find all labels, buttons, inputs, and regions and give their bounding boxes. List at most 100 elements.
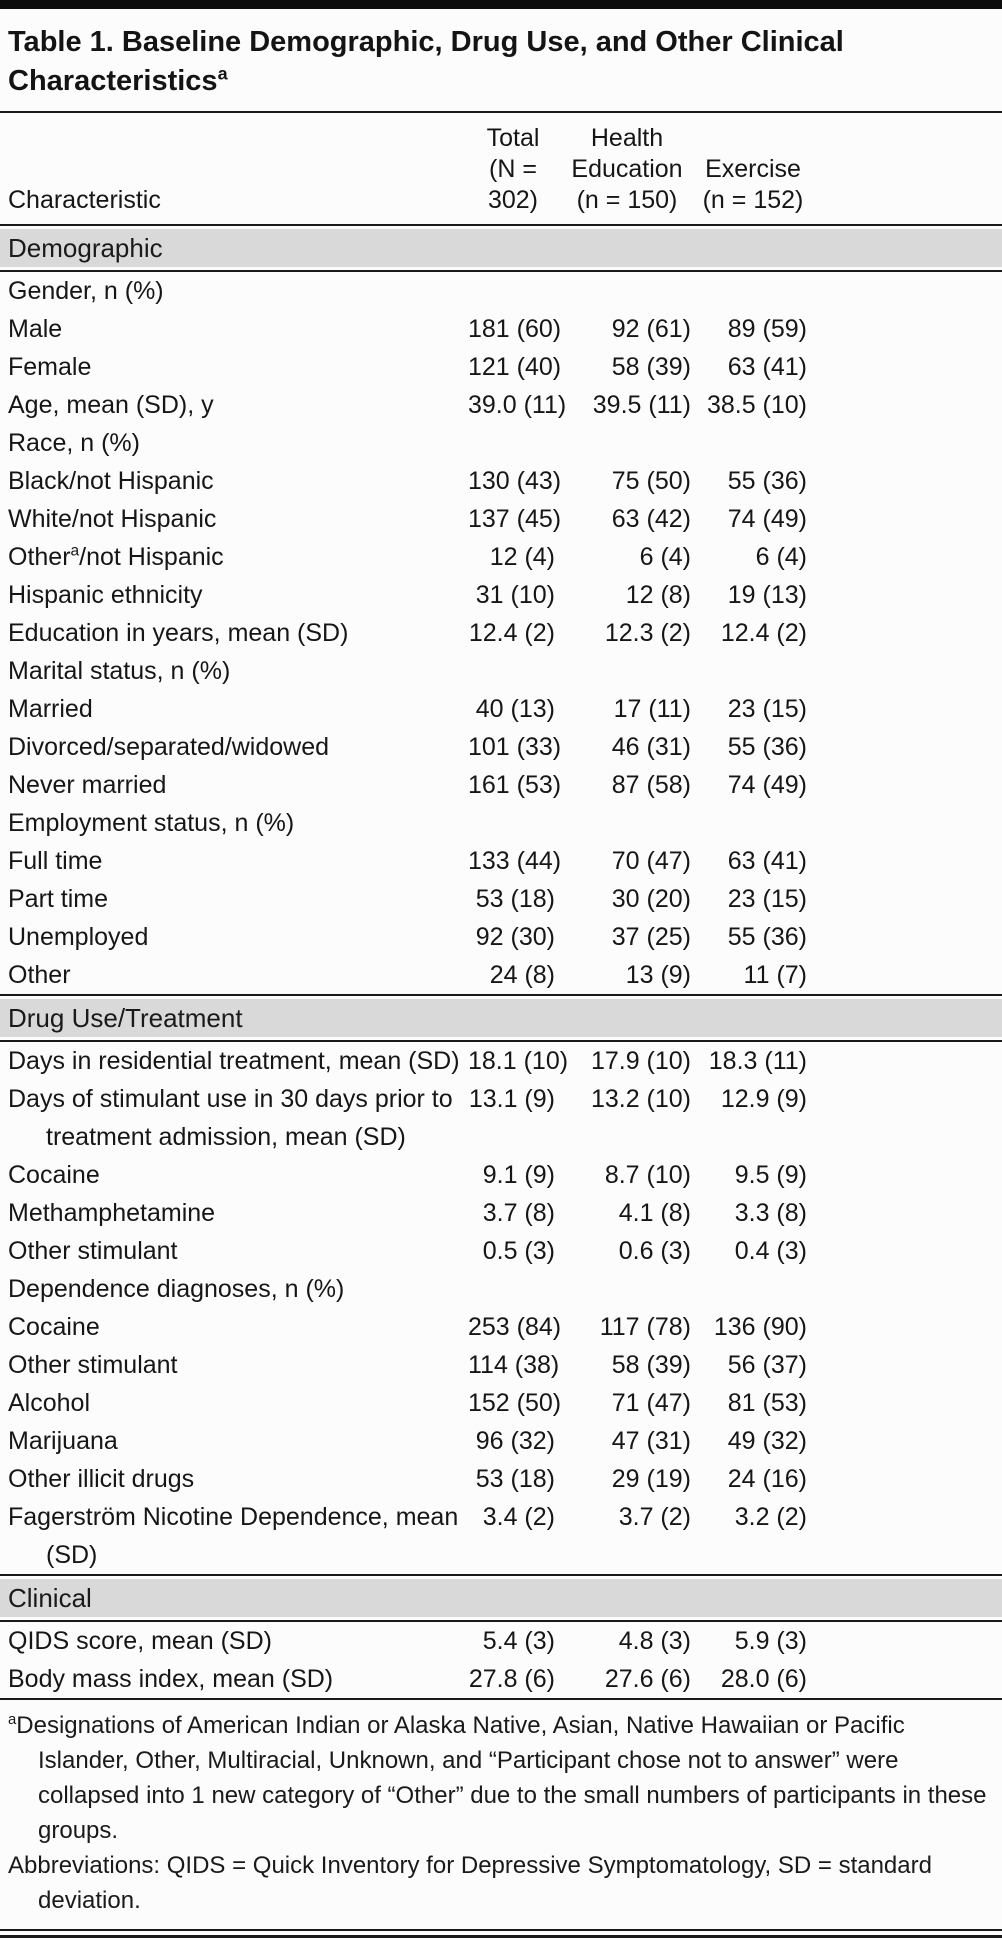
total-value: 13.1 (9) <box>468 1085 555 1113</box>
table-body: Demographic Gender, n (%) Male 181 (60) 92 (… <box>0 224 1002 1698</box>
exercise-value: 12.9 (9) <box>720 1085 807 1113</box>
row-label: Alcohol <box>8 1389 90 1417</box>
row-label: Cocaine <box>8 1313 100 1341</box>
title-rule <box>0 111 1002 113</box>
total-value <box>468 424 560 462</box>
row-label: Age, mean (SD), y <box>8 391 214 419</box>
health-education-value: 8.7 (10) <box>604 1161 691 1189</box>
column-header-characteristic: Characteristic <box>8 186 161 214</box>
column-header-row: Characteristic Total (N = 302) Health Ed… <box>0 113 1002 224</box>
table-top-rule <box>0 0 1002 9</box>
table-row: QIDS score, mean (SD) 5.4 (3) 4.8 (3) 5.9 (… <box>0 1622 1002 1660</box>
table-row: Days of stimulant use in 30 days prior t… <box>0 1080 1002 1156</box>
total-value: 133 (44) <box>468 847 562 875</box>
total-value: 96 (32) <box>475 1427 555 1455</box>
exercise-value: 9.5 (9) <box>734 1161 807 1189</box>
exercise-value: 12.4 (2) <box>720 619 807 647</box>
health-education-value: 92 (61) <box>611 315 691 343</box>
health-education-value: 29 (19) <box>611 1465 691 1493</box>
health-education-value: 87 (58) <box>611 771 691 799</box>
exercise-value: 3.2 (2) <box>734 1503 807 1531</box>
total-value <box>468 1270 560 1308</box>
row-label: Other stimulant <box>8 1351 178 1379</box>
total-value <box>468 652 560 690</box>
table-row: Part time 53 (18) 30 (20) 23 (15) <box>0 880 1002 918</box>
table-row: Dependence diagnoses, n (%) <box>0 1270 1002 1308</box>
exercise-value: 28.0 (6) <box>720 1665 807 1693</box>
table-row: Other stimulant 0.5 (3) 0.6 (3) 0.4 (3) <box>0 1232 1002 1270</box>
total-value: 101 (33) <box>468 733 562 761</box>
table-row: Married 40 (13) 17 (11) 23 (15) <box>0 690 1002 728</box>
table-row: Gender, n (%) <box>0 272 1002 310</box>
table-row: Cocaine 9.1 (9) 8.7 (10) 9.5 (9) <box>0 1156 1002 1194</box>
row-label: Days in residential treatment, mean (SD) <box>8 1047 460 1075</box>
health-education-value: 3.7 (2) <box>618 1503 691 1531</box>
health-education-value: 47 (31) <box>611 1427 691 1455</box>
exercise-value: 63 (41) <box>727 353 807 381</box>
exercise-value: 55 (36) <box>727 467 807 495</box>
section-rule <box>0 270 1002 272</box>
table-row: Divorced/separated/widowed 101 (33) 46 (31… <box>0 728 1002 766</box>
table-bottom-rule <box>0 1929 1002 1938</box>
total-value: 53 (18) <box>475 885 555 913</box>
row-label: Other stimulant <box>8 1237 178 1265</box>
exercise-value: 23 (15) <box>727 885 807 913</box>
section-header-demographic: Demographic <box>0 229 1002 267</box>
exercise-value: 38.5 (10) <box>706 391 807 419</box>
health-education-value: 58 (39) <box>611 353 691 381</box>
health-education-value: 12 (8) <box>625 581 691 609</box>
exercise-value <box>696 652 812 690</box>
health-education-value: 39.5 (11) <box>592 391 691 419</box>
exercise-value: 74 (49) <box>727 505 807 533</box>
exercise-value: 74 (49) <box>727 771 807 799</box>
row-label: Marital status, n (%) <box>8 657 231 685</box>
row-label: Female <box>8 353 92 381</box>
health-education-value: 58 (39) <box>611 1351 691 1379</box>
table-row: Fagerström Nicotine Dependence, mean (SD… <box>0 1498 1002 1574</box>
total-value: 0.5 (3) <box>482 1237 555 1265</box>
row-label: Cocaine <box>8 1161 100 1189</box>
exercise-value <box>696 272 812 310</box>
table-row: Unemployed 92 (30) 37 (25) 55 (36) <box>0 918 1002 956</box>
health-education-value: 27.6 (6) <box>604 1665 691 1693</box>
health-education-value <box>560 652 696 690</box>
total-value: 181 (60) <box>468 315 562 343</box>
total-value: 9.1 (9) <box>482 1161 555 1189</box>
footnote: Abbreviations: QIDS = Quick Inventory fo… <box>8 1852 932 1914</box>
section-rule <box>0 994 1002 996</box>
table-row: Never married 161 (53) 87 (58) 74 (49) <box>0 766 1002 804</box>
table-row: Other illicit drugs 53 (18) 29 (19) 24 (16) <box>0 1460 1002 1498</box>
row-label: QIDS score, mean (SD) <box>8 1627 272 1655</box>
row-label: Part time <box>8 885 109 913</box>
exercise-value <box>696 804 812 842</box>
bottom-rule-lower <box>0 1935 1002 1938</box>
table-row: Days in residential treatment, mean (SD)… <box>0 1042 1002 1080</box>
health-education-value: 4.8 (3) <box>618 1627 691 1655</box>
total-value: 18.1 (10) <box>468 1047 569 1075</box>
table-row: White/not Hispanic 137 (45) 63 (42) 74 (49) <box>0 500 1002 538</box>
table-row: Body mass index, mean (SD) 27.8 (6) 27.6 (… <box>0 1660 1002 1698</box>
health-education-value: 37 (25) <box>611 923 691 951</box>
section-rule <box>0 1040 1002 1042</box>
exercise-value: 136 (90) <box>713 1313 807 1341</box>
total-value: 130 (43) <box>468 467 562 495</box>
exercise-value: 23 (15) <box>727 695 807 723</box>
exercise-value: 89 (59) <box>727 315 807 343</box>
row-label: Gender, n (%) <box>8 277 164 305</box>
health-education-value: 17 (11) <box>613 695 691 723</box>
exercise-value: 81 (53) <box>727 1389 807 1417</box>
row-label: Othera/not Hispanic <box>8 542 224 571</box>
health-education-value: 75 (50) <box>611 467 691 495</box>
total-value <box>468 272 560 310</box>
row-label: Married <box>8 695 93 723</box>
table-row: Education in years, mean (SD) 12.4 (2) 12.… <box>0 614 1002 652</box>
total-value: 92 (30) <box>475 923 555 951</box>
total-value: 253 (84) <box>468 1313 562 1341</box>
total-value: 137 (45) <box>468 505 562 533</box>
table-row: Othera/not Hispanic 12 (4) 6 (4) 6 (4) <box>0 538 1002 576</box>
table-row: Age, mean (SD), y 39.0 (11) 39.5 (11) 38.5 … <box>0 386 1002 424</box>
row-label: Fagerström Nicotine Dependence, mean (SD… <box>8 1503 459 1569</box>
column-header-total: Total (N = 302) <box>486 124 540 214</box>
total-value: 40 (13) <box>475 695 555 723</box>
